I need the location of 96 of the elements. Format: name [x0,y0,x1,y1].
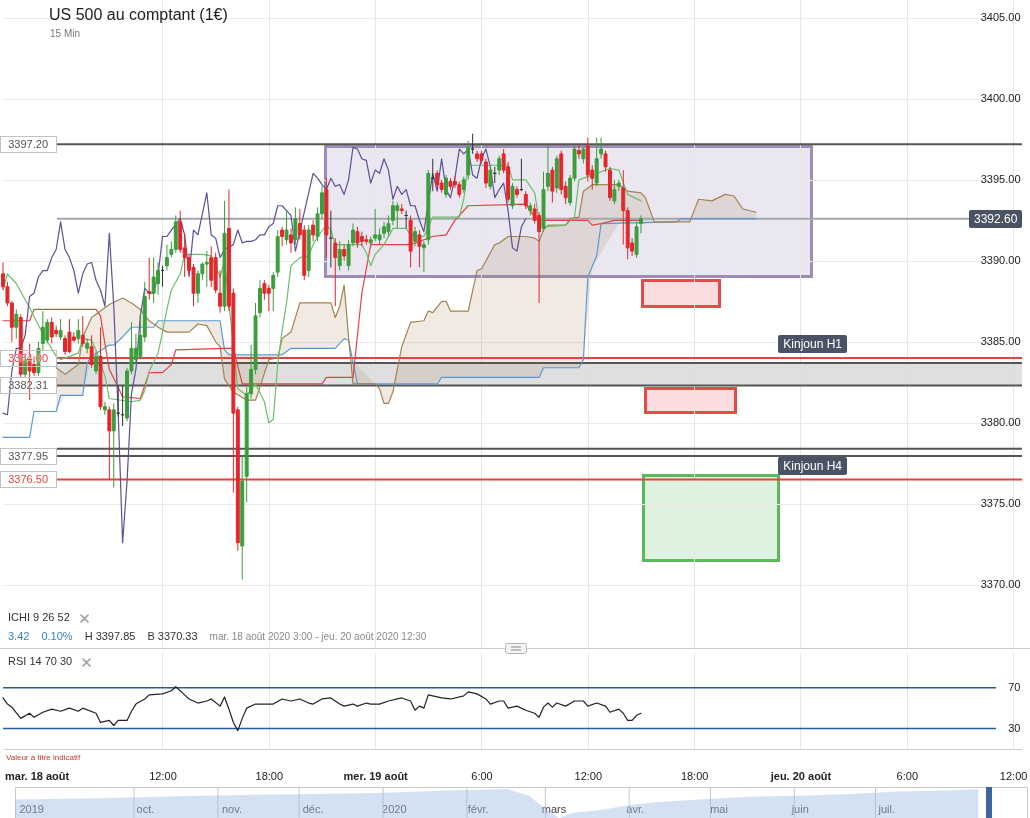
candlestick [156,261,161,296]
candlestick [612,179,617,205]
candlestick [333,237,338,307]
candlestick [116,385,121,417]
y-tick-label: 3390.00 [980,254,1021,267]
candlestick [271,271,276,312]
candlestick [510,182,515,210]
x-tick-label: mai [710,802,728,815]
line-series [2,146,527,544]
annotation: 3.42 [8,630,30,642]
line-series [2,686,642,732]
candlestick [164,244,169,272]
candlestick [311,219,316,242]
candlestick [209,245,214,288]
ref-line-label: 3397.20 [0,135,57,153]
x-tick-label: avr. [626,802,645,815]
x-tick-label: 6:00 [471,769,493,782]
annotation: Kinjoun H4 [778,456,848,475]
candlestick [355,226,360,249]
candlestick [488,166,493,191]
candlestick [337,240,342,272]
ref-line-label: 3377.95 [0,447,57,465]
y-tick-label: 3395.00 [980,173,1021,186]
candlestick [58,318,63,341]
x-tick-label: jeu. 20 août [769,769,832,782]
text: Valeur à titre indicatif [6,753,81,762]
candlestick [76,318,81,344]
candlestick [289,227,293,254]
y-tick-label: 3370.00 [980,578,1021,591]
candlestick [89,334,94,369]
candlestick [280,226,285,247]
x-tick-label: 12:00 [574,769,603,782]
candlestick [266,284,271,312]
candlestick [49,317,54,344]
x-tick-label: 18:00 [255,769,284,782]
y-tick-label: 30 [1008,722,1021,735]
x-tick-label: déc. [302,802,324,815]
annotation: mar. 18 août 2020 3:00 - jeu. 20 août 2020 12:30 [209,631,427,642]
x-tick-label: 6:00 [896,769,919,782]
candlestick [293,206,298,246]
x-tick-label: 12:00 [149,769,177,782]
candlestick [537,211,542,304]
candlestick [204,250,209,288]
y-tick-label: 3405.00 [980,11,1021,24]
x-tick-label: 12:00 [999,769,1028,782]
y-tick-label: 3375.00 [980,497,1021,510]
x-tick-label: juin [790,802,809,815]
chart-title: US 500 au comptant (1€) [49,6,228,24]
candlestick [102,401,107,416]
x-tick-label: mer. 19 août [343,769,409,782]
candlestick [421,240,426,273]
annotation: 3392.60 [969,209,1023,228]
candlestick [497,155,502,176]
candlestick [395,202,400,229]
annotation: H 3397.85 [84,630,136,642]
annotation: B 3370.33 [147,630,198,642]
x-tick-label: nov. [221,802,242,815]
candlestick [147,257,152,301]
x-tick-label: juil. [877,802,896,815]
annotation: 0.10% [41,630,73,642]
candlestick [151,257,156,304]
x-tick-label: 18:00 [680,769,709,782]
candlestick [470,133,475,155]
ref-line-label: 3376.50 [0,471,57,489]
candlestick [576,143,581,160]
candlestick [417,229,422,268]
candlestick [284,210,289,246]
candlestick [111,402,116,489]
candlestick [514,185,519,199]
y-tick-label: 70 [1008,681,1021,694]
candlestick [413,226,417,247]
x-tick-label: oct. [136,802,155,815]
candlestick [359,231,364,247]
annotation: ICHI 9 26 52 [8,611,70,623]
candlestick [328,210,333,268]
candlestick [373,208,378,242]
x-tick-label: 2020 [382,802,407,815]
candlestick [94,351,98,375]
line-series [2,218,757,438]
text: 15 Min [50,28,81,39]
text: mar. 18 août [5,770,70,782]
candlestick [107,406,112,481]
annotation: Kinjoun H1 [778,335,848,354]
candlestick [14,308,19,340]
chart-title: RSI 14 70 30 [8,655,73,667]
x-tick-label: mars [541,802,567,815]
x-tick-label: 2019 [19,802,44,815]
y-tick-label: 3380.00 [980,416,1021,429]
x-tick-label: févr. [467,802,489,815]
candlestick [67,318,72,354]
candlestick [342,244,347,262]
candlestick [550,166,555,203]
y-tick-label: 3400.00 [980,92,1021,105]
candlestick [80,315,85,348]
y-tick-label: 3385.00 [980,335,1021,348]
candlestick [621,169,626,246]
